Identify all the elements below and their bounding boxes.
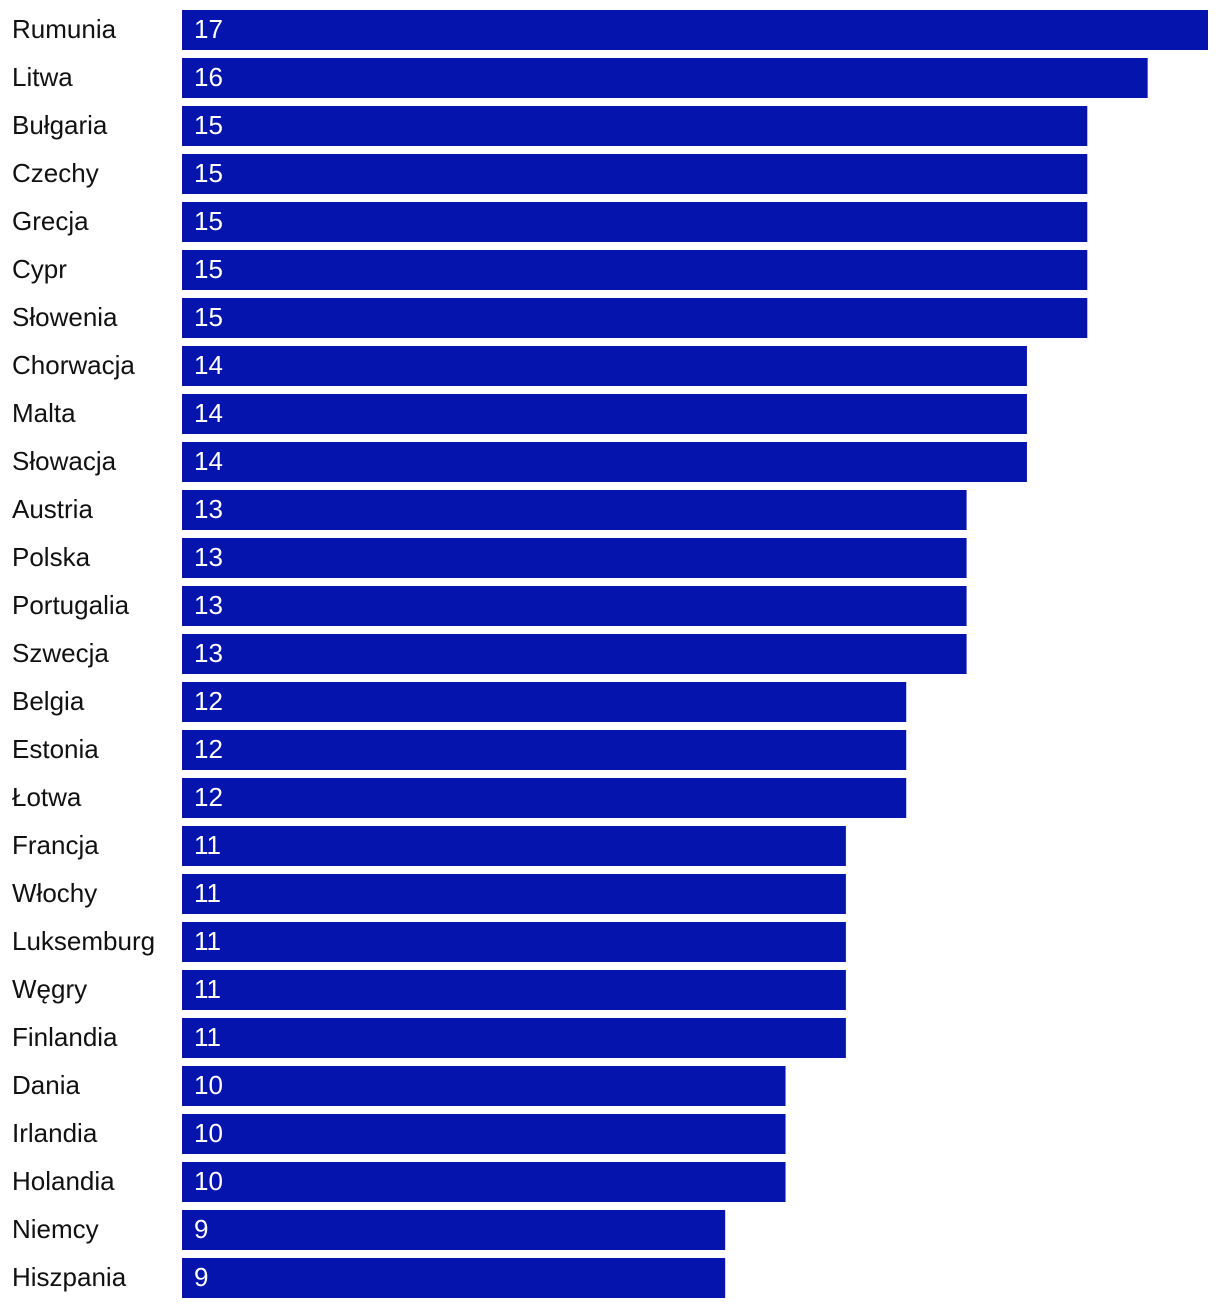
bar	[182, 490, 967, 530]
bar	[182, 58, 1148, 98]
y-tick-label: Bułgaria	[12, 110, 108, 140]
value-label: 16	[194, 62, 223, 92]
bar	[182, 778, 907, 818]
value-label: 12	[194, 734, 223, 764]
bar	[182, 1258, 726, 1298]
y-tick-label: Malta	[12, 398, 76, 428]
value-label: 10	[194, 1118, 223, 1148]
value-label: 11	[194, 926, 221, 956]
y-tick-label: Litwa	[12, 62, 73, 92]
value-label: 11	[194, 878, 221, 908]
y-tick-label: Holandia	[12, 1166, 115, 1196]
y-tick-label: Rumunia	[12, 14, 117, 44]
y-tick-label: Słowacja	[12, 446, 117, 476]
value-label: 11	[194, 974, 221, 1004]
bar	[182, 874, 846, 914]
value-label: 12	[194, 782, 223, 812]
value-label: 9	[194, 1214, 208, 1244]
y-tick-label: Niemcy	[12, 1214, 99, 1244]
value-label: 14	[194, 446, 223, 476]
bar	[182, 106, 1088, 146]
y-tick-label: Belgia	[12, 686, 85, 716]
value-label: 14	[194, 398, 223, 428]
value-label: 11	[194, 1022, 221, 1052]
value-label: 13	[194, 638, 223, 668]
bar	[182, 250, 1088, 290]
y-tick-label: Austria	[12, 494, 93, 524]
y-tick-label: Finlandia	[12, 1022, 118, 1052]
y-tick-label: Francja	[12, 830, 99, 860]
bar	[182, 538, 967, 578]
bar	[182, 298, 1088, 338]
bar	[182, 10, 1208, 50]
value-label: 13	[194, 542, 223, 572]
value-label: 11	[194, 830, 221, 860]
value-label: 15	[194, 110, 223, 140]
value-label: 15	[194, 254, 223, 284]
value-label: 15	[194, 158, 223, 188]
y-tick-label: Łotwa	[12, 782, 82, 812]
bar	[182, 586, 967, 626]
value-label: 15	[194, 302, 223, 332]
value-label: 10	[194, 1166, 223, 1196]
bar	[182, 634, 967, 674]
y-tick-label: Szwecja	[12, 638, 109, 668]
value-label: 12	[194, 686, 223, 716]
value-label: 9	[194, 1262, 208, 1292]
value-label: 13	[194, 494, 223, 524]
y-tick-label: Dania	[12, 1070, 80, 1100]
y-tick-label: Hiszpania	[12, 1262, 127, 1292]
y-tick-label: Luksemburg	[12, 926, 155, 956]
bar	[182, 394, 1027, 434]
y-tick-label: Polska	[12, 542, 91, 572]
y-tick-label: Węgry	[12, 974, 87, 1004]
bar	[182, 202, 1088, 242]
bar	[182, 1114, 786, 1154]
value-label: 10	[194, 1070, 223, 1100]
bar	[182, 442, 1027, 482]
y-tick-label: Słowenia	[12, 302, 118, 332]
bar	[182, 730, 907, 770]
bar	[182, 1018, 846, 1058]
value-label: 13	[194, 590, 223, 620]
y-tick-label: Chorwacja	[12, 350, 135, 380]
bar	[182, 826, 846, 866]
bar	[182, 1162, 786, 1202]
bar	[182, 970, 846, 1010]
bar	[182, 682, 907, 722]
y-tick-label: Grecja	[12, 206, 89, 236]
bar	[182, 922, 846, 962]
value-label: 17	[194, 14, 223, 44]
y-tick-label: Irlandia	[12, 1118, 98, 1148]
bar	[182, 1210, 726, 1250]
y-tick-label: Czechy	[12, 158, 99, 188]
y-tick-label: Włochy	[12, 878, 97, 908]
value-label: 14	[194, 350, 223, 380]
y-tick-label: Cypr	[12, 254, 67, 284]
bar	[182, 1066, 786, 1106]
y-tick-label: Portugalia	[12, 590, 130, 620]
value-label: 15	[194, 206, 223, 236]
bar	[182, 346, 1027, 386]
y-tick-label: Estonia	[12, 734, 99, 764]
bar	[182, 154, 1088, 194]
